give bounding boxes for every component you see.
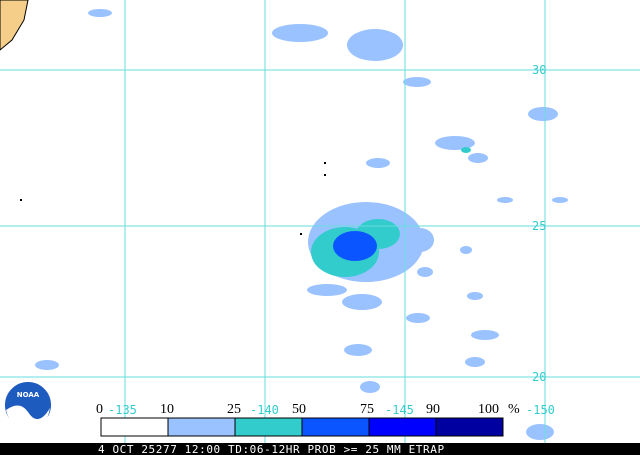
legend-label: 75 xyxy=(360,402,374,417)
latitude-label: 20 xyxy=(532,370,546,384)
legend-label: 25 xyxy=(227,402,241,417)
legend-label: 100 xyxy=(478,402,499,417)
legend-label: 90 xyxy=(426,402,440,417)
latitude-label: 30 xyxy=(532,63,546,77)
grid xyxy=(0,0,640,443)
land xyxy=(0,0,29,51)
logo-text: NOAA xyxy=(17,391,40,399)
footer-bar xyxy=(0,443,640,455)
legend-label: 10 xyxy=(160,402,174,417)
longitude-label: -150 xyxy=(526,403,555,417)
legend-label: 0 xyxy=(96,402,103,417)
latitude-label: 25 xyxy=(532,219,546,233)
footer-text: 4 OCT 25277 12:00 TD:06-12HR PROB >= 25 … xyxy=(98,443,445,455)
legend-label: 50 xyxy=(292,402,306,417)
longitude-label: -135 xyxy=(108,403,137,417)
legend xyxy=(100,417,504,437)
longitude-label: -145 xyxy=(385,403,414,417)
longitude-label: -140 xyxy=(250,403,279,417)
islands xyxy=(20,162,326,235)
legend-unit: % xyxy=(508,402,520,417)
noaa-logo: NOAA xyxy=(3,380,53,431)
